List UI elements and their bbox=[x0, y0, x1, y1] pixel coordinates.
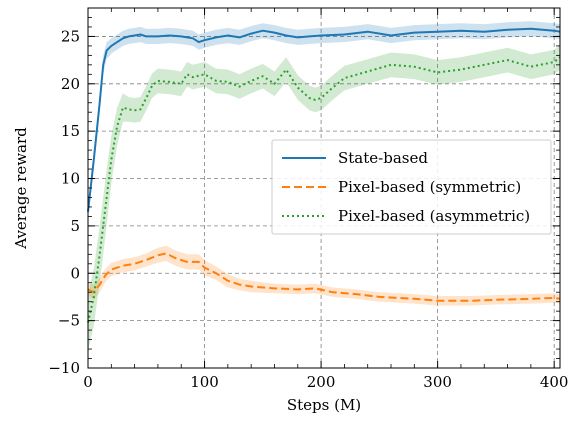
legend-label: State-based bbox=[338, 149, 428, 167]
tick-labels: 0 100 200 300 400 −10 −5 0 5 10 15 20 25 bbox=[48, 27, 568, 391]
legend-label: Pixel-based (asymmetric) bbox=[338, 207, 530, 225]
x-tick-label: 0 bbox=[83, 373, 93, 391]
y-tick-label: 5 bbox=[70, 217, 80, 235]
axis-ticks bbox=[87, 7, 560, 369]
y-tick-label: 25 bbox=[61, 27, 80, 45]
x-tick-label: 400 bbox=[540, 373, 569, 391]
x-tick-label: 300 bbox=[423, 373, 452, 391]
x-tick-label: 200 bbox=[307, 373, 336, 391]
y-tick-label: −5 bbox=[58, 312, 80, 330]
legend-box bbox=[271, 139, 552, 235]
y-tick-label: 15 bbox=[61, 122, 80, 140]
y-tick-label: 20 bbox=[61, 75, 80, 93]
x-tick-label: 100 bbox=[190, 373, 219, 391]
series-band bbox=[88, 44, 560, 351]
x-axis-label: Steps (M) bbox=[287, 396, 361, 414]
series-lines bbox=[87, 27, 561, 323]
series-line bbox=[87, 252, 561, 302]
series-line bbox=[87, 27, 561, 212]
y-axis-label: Average reward bbox=[12, 127, 30, 250]
y-tick-label: −10 bbox=[48, 359, 80, 377]
y-tick-label: 10 bbox=[61, 170, 80, 188]
legend-label: Pixel-based (symmetric) bbox=[338, 178, 521, 196]
series-band bbox=[88, 21, 560, 218]
series-line bbox=[87, 56, 561, 323]
y-tick-label: 0 bbox=[70, 264, 80, 282]
legend: State-based Pixel-based (symmetric) Pixel-… bbox=[271, 139, 552, 235]
